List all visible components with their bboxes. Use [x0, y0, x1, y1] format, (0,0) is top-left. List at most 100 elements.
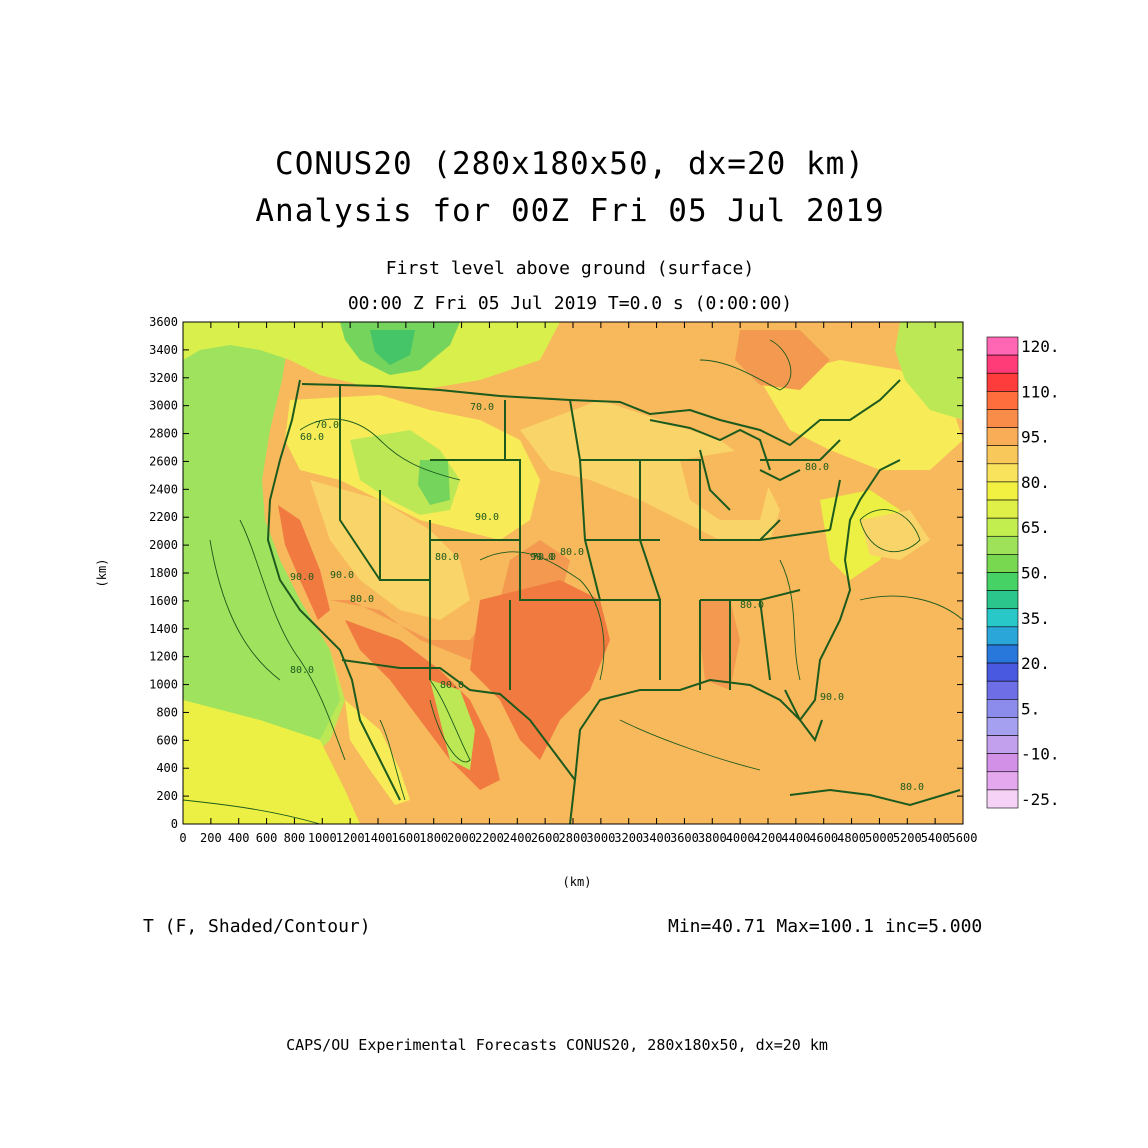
colorbar-label: 95. — [1021, 428, 1050, 447]
y-tick-label: 2600 — [149, 454, 178, 468]
y-tick-label: 1000 — [149, 678, 178, 692]
contour-label: 90.0 — [330, 570, 354, 581]
contour-line — [183, 799, 321, 824]
variable-label: T (F, Shaded/Contour) — [143, 916, 371, 937]
contour-line — [239, 519, 346, 761]
y-tick-label: 1400 — [149, 622, 178, 636]
colorbar-swatch — [986, 771, 1019, 791]
x-tick-label: 4200 — [754, 831, 783, 845]
gulf-coastline — [574, 459, 901, 781]
colorbar-swatch — [986, 517, 1019, 537]
colorbar-swatch — [986, 735, 1019, 754]
great-lakes-shores — [649, 419, 801, 511]
x-tick-label: 5200 — [893, 831, 922, 845]
x-tick-label: 4800 — [837, 831, 866, 845]
contour-label: 80.0 — [560, 547, 584, 558]
x-tick-label: 4600 — [809, 831, 838, 845]
y-tick-label: 2400 — [149, 482, 178, 496]
y-tick-label: 1600 — [149, 594, 178, 608]
colorbar-swatch — [986, 590, 1019, 610]
contour-label: 80.0 — [740, 600, 764, 611]
east-coast-cool-region — [820, 490, 900, 580]
colorbar-label: 80. — [1021, 473, 1050, 492]
x-tick-label: 1200 — [336, 831, 365, 845]
x-tick-label: 1800 — [419, 831, 448, 845]
contour-labels: 70.060.070.080.0 90.0 80.090.0 90.080.090.0… — [290, 402, 924, 793]
labrador-cool-region — [895, 322, 963, 420]
x-tick-label: 3200 — [614, 831, 643, 845]
y-tick-label: 3200 — [149, 371, 178, 385]
x-tick-label: 3400 — [642, 831, 671, 845]
x-axis-label: (km) — [563, 875, 592, 889]
atlantic-warm-patch — [860, 510, 930, 560]
stats-label: Min=40.71 Max=100.1 inc=5.000 — [668, 916, 983, 937]
colorbar-swatch — [986, 680, 1019, 700]
x-tick-label: 2200 — [475, 831, 504, 845]
y-axis: 0 200 400 600 800 1000 1200 1400 1600 1800 2000 220… — [149, 315, 963, 831]
contour-line — [859, 595, 963, 621]
x-tick-label: 3600 — [670, 831, 699, 845]
contour-line — [619, 719, 761, 771]
us-mexico-border — [341, 659, 576, 781]
level-label: First level above ground (surface) — [385, 258, 755, 279]
colorbar — [986, 336, 1019, 809]
colorbar-swatch — [986, 336, 1019, 356]
colorbar-swatch — [986, 554, 1019, 573]
x-tick-label: 800 — [284, 831, 306, 845]
y-axis-label: (km) — [95, 559, 109, 588]
contour-label: 80.0 — [900, 782, 924, 793]
x-tick-label: 4400 — [781, 831, 810, 845]
contour-lines — [183, 339, 963, 824]
colorbar-swatch — [986, 717, 1019, 736]
colorbar-swatch — [986, 372, 1019, 392]
contour-line — [779, 559, 801, 681]
great-lakes-warm — [680, 450, 770, 520]
colorbar-swatch — [986, 354, 1019, 374]
y-tick-label: 2200 — [149, 510, 178, 524]
colorbar-swatch — [986, 463, 1019, 483]
florida-coast — [784, 689, 823, 743]
y-tick-label: 200 — [156, 789, 178, 803]
x-tick-label: 1000 — [308, 831, 337, 845]
x-tick-label: 0 — [179, 831, 186, 845]
x-tick-label: 1600 — [391, 831, 420, 845]
x-tick-label: 5600 — [949, 831, 978, 845]
x-tick-label: 200 — [200, 831, 222, 845]
x-tick-label: 5000 — [865, 831, 894, 845]
y-tick-label: 1200 — [149, 650, 178, 664]
colorbar-label: 50. — [1021, 564, 1050, 583]
colorbar-label: 5. — [1021, 699, 1040, 718]
contour-line — [299, 418, 461, 481]
gulf-region — [570, 690, 790, 824]
colorbar-swatch — [986, 753, 1019, 773]
x-tick-label: 3000 — [586, 831, 615, 845]
chart-subtitle: Analysis for 00Z Fri 05 Jul 2019 — [255, 193, 885, 229]
contour-label: 80.0 — [290, 665, 314, 676]
y-tick-label: 3000 — [149, 399, 178, 413]
contour-line — [479, 551, 605, 681]
canada-coldest-spot — [370, 330, 415, 365]
state-lines-west — [339, 384, 600, 690]
colorbar-swatch — [986, 391, 1019, 410]
contour-line — [379, 719, 406, 801]
contour-label: 80.0 — [805, 462, 829, 473]
contour-label: 70.0 — [532, 552, 556, 563]
x-tick-label: 600 — [256, 831, 278, 845]
contour-label: 90.0 — [290, 572, 314, 583]
contour-label: 90.0 — [475, 512, 499, 523]
colorbar-swatch — [986, 409, 1019, 428]
colorbar-label: 35. — [1021, 609, 1050, 628]
central-valley-hot — [278, 505, 330, 620]
y-tick-label: 800 — [156, 705, 178, 719]
y-tick-label: 2000 — [149, 538, 178, 552]
y-tick-label: 0 — [171, 817, 178, 831]
colorbar-label: 110. — [1021, 382, 1060, 401]
colorbar-label: 20. — [1021, 654, 1050, 673]
x-tick-label: 4000 — [726, 831, 755, 845]
colorbar-swatch — [986, 499, 1019, 519]
colorbar-swatch — [986, 626, 1019, 646]
x-tick-label: 2000 — [447, 831, 476, 845]
contour-label: 80.0 — [435, 552, 459, 563]
colorbar-swatch — [986, 445, 1019, 465]
colorbar-label: 120. — [1021, 337, 1060, 356]
